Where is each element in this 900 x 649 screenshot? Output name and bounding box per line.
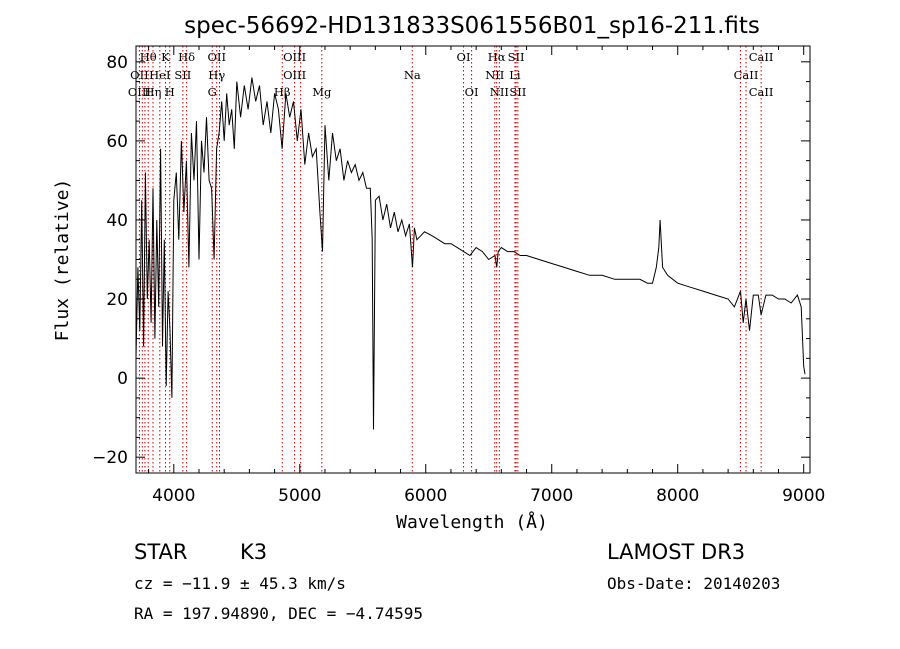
x-tick-label: 7000 [530, 486, 573, 506]
line-label: OIII [283, 50, 306, 64]
spectral-line-markers [138, 46, 762, 473]
line-label: OI [465, 85, 479, 99]
line-label: OII [130, 68, 149, 82]
obs-date: Obs-Date: 20140203 [607, 574, 780, 593]
x-tick-label: 4000 [152, 486, 195, 506]
line-label: Na [404, 68, 421, 82]
line-label: HeI [149, 68, 170, 82]
line-label: NII [490, 85, 509, 99]
survey-name: LAMOST DR3 [607, 540, 745, 564]
line-label: G [208, 85, 217, 99]
x-axis-ticks: 4000 5000 6000 7000 8000 9000 [148, 46, 825, 506]
line-label: Li [509, 68, 521, 82]
line-label: NII [485, 68, 504, 82]
line-label: Hβ [274, 85, 291, 99]
line-label: SII [174, 68, 191, 82]
coordinates: RA = 197.94890, DEC = −4.74595 [134, 604, 423, 623]
y-tick-label: 40 [106, 211, 128, 231]
line-label: H [165, 85, 175, 99]
y-tick-label: 20 [106, 290, 128, 310]
line-label: SII [508, 50, 525, 64]
line-label: Hθ [140, 50, 157, 64]
line-label: OI [457, 50, 471, 64]
line-label: Hδ [178, 50, 195, 64]
y-tick-label: −20 [92, 448, 128, 468]
line-label: Hγ [208, 68, 225, 82]
x-tick-label: 6000 [404, 486, 447, 506]
x-tick-label: 5000 [278, 486, 321, 506]
x-tick-label: 8000 [656, 486, 699, 506]
redshift-readout: cz = −11.9 ± 45.3 km/s [134, 574, 346, 593]
line-label: SII [509, 85, 526, 99]
y-tick-label: 80 [106, 53, 128, 73]
object-subclass: K3 [240, 540, 267, 564]
line-label: OIII [128, 85, 151, 99]
y-axis-ticks: −20 0 20 40 60 80 [92, 53, 810, 468]
line-label: CaII [749, 50, 774, 64]
y-axis-label: Flux (relative) [52, 179, 73, 342]
plot-frame [135, 45, 811, 474]
chart-title: spec-56692-HD131833S061556B01_sp16-211.f… [184, 13, 760, 39]
x-axis-label: Wavelength (Å) [396, 511, 548, 533]
line-label: OII [207, 50, 226, 64]
line-label: K [161, 50, 170, 64]
line-label: CaII [734, 68, 759, 82]
spectrum-line [135, 77, 806, 430]
y-tick-label: 0 [117, 369, 128, 389]
x-tick-label: 9000 [782, 486, 825, 506]
line-label: Hη [145, 85, 162, 99]
y-tick-label: 60 [106, 132, 128, 152]
line-label: CaII [749, 85, 774, 99]
line-label: OIII [283, 68, 306, 82]
object-class: STAR [134, 540, 187, 564]
line-label: Mg [312, 85, 332, 99]
line-label: Hα [488, 50, 506, 64]
